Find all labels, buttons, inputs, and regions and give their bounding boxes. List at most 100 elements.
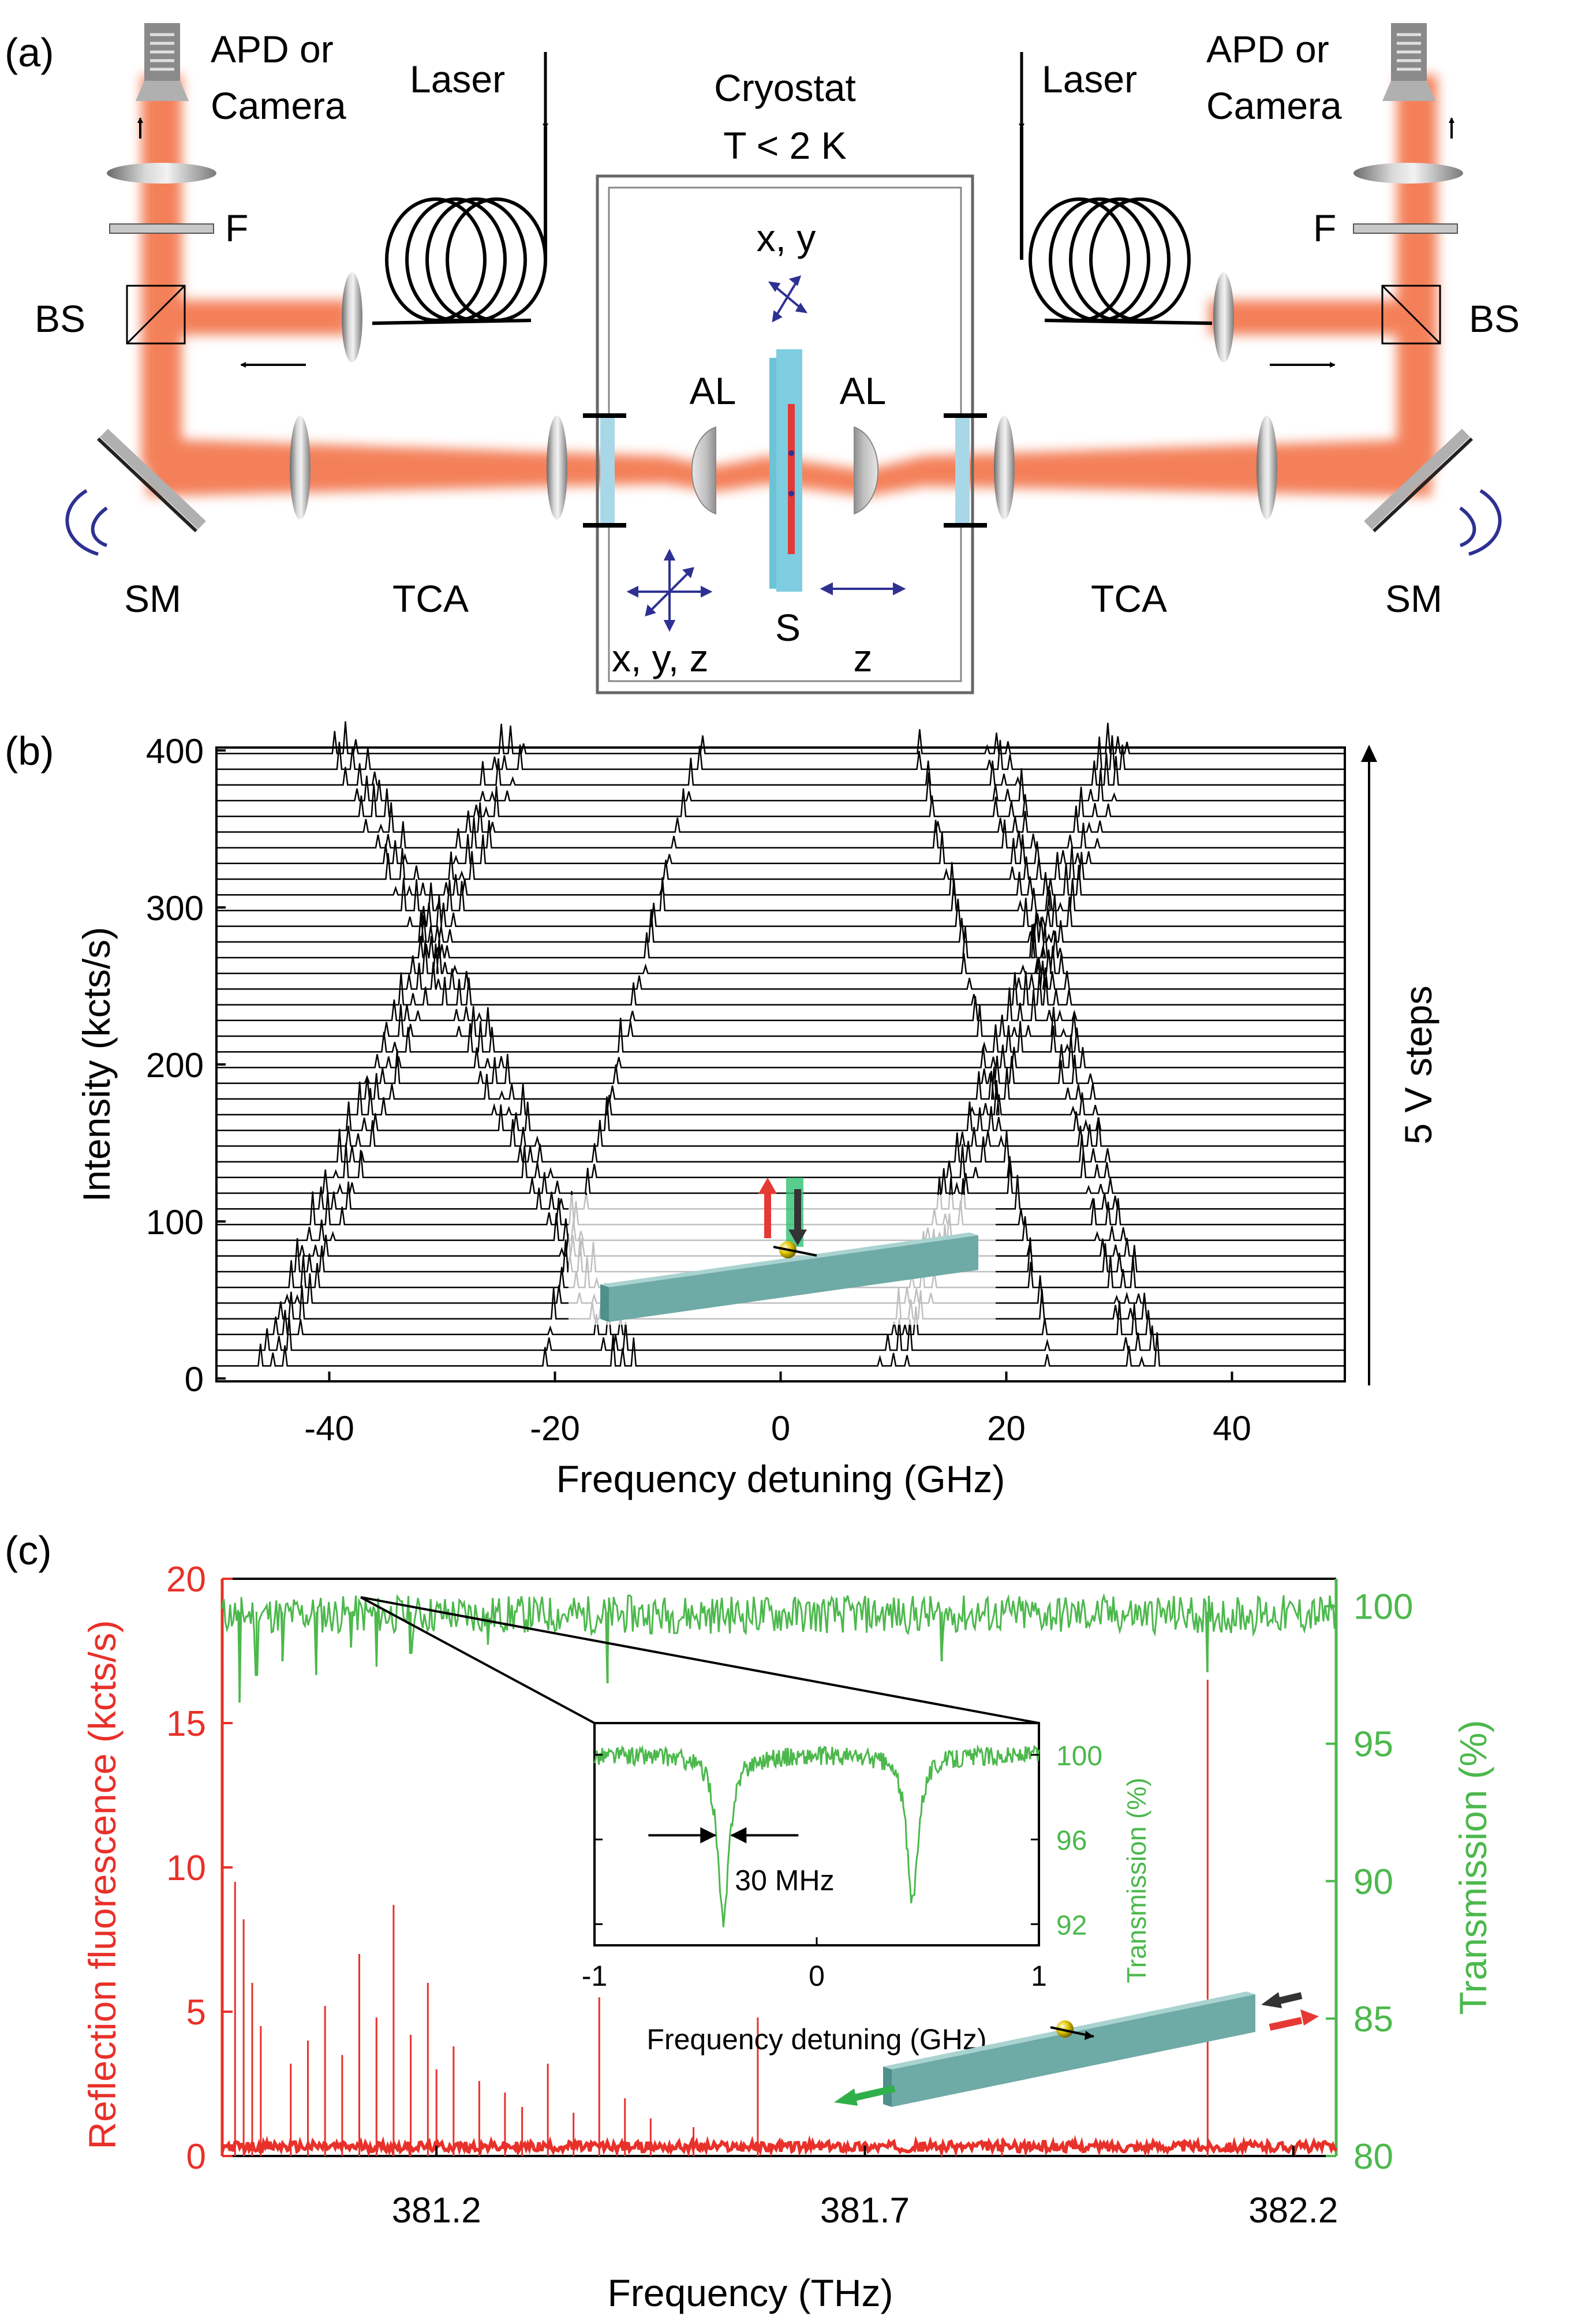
panel-a-setup: (a) APD or Camera F BS bbox=[5, 23, 1520, 694]
spectrum-trace bbox=[216, 940, 1345, 974]
spectrum-trace bbox=[216, 846, 1345, 880]
stage-xy-arrows-icon bbox=[768, 275, 808, 323]
panel-c-left-tick-label: 5 bbox=[186, 1993, 206, 2032]
inset-x-tick-label: 1 bbox=[1031, 1960, 1047, 1992]
panel-c-left-tick-label: 20 bbox=[166, 1560, 206, 1600]
right-detector-label-1: APD or bbox=[1206, 28, 1329, 70]
right-tca-label: TCA bbox=[1091, 577, 1167, 620]
spectrum-trace bbox=[216, 894, 1345, 927]
stage-xyz-arrows-icon bbox=[626, 548, 713, 632]
voltage-step-label: 5 V steps bbox=[1397, 985, 1439, 1144]
inset-y-axis-label: Transmission (%) bbox=[1121, 1777, 1151, 1983]
spectrum-trace bbox=[216, 877, 1345, 911]
spectrum-trace bbox=[216, 1143, 1345, 1179]
panel-b-axes: Intensity (kcts/s) Frequency detuning (GH… bbox=[75, 732, 1251, 1500]
inset-y-tick-label: 96 bbox=[1056, 1826, 1087, 1856]
right-coupling-lens bbox=[1213, 272, 1234, 363]
right-mirror-rotation-icon bbox=[1459, 489, 1502, 556]
spectrum-trace bbox=[216, 961, 1345, 990]
left-detector-label-1: APD or bbox=[211, 28, 334, 70]
sample-chip bbox=[769, 349, 802, 592]
panel-b-x-axis-label: Frequency detuning (GHz) bbox=[556, 1458, 1005, 1500]
spectrum-trace bbox=[216, 817, 1345, 849]
inset-zoom-line-left bbox=[360, 1596, 595, 1724]
panel-b-x-tick-label: 20 bbox=[987, 1409, 1026, 1448]
transmission-trace bbox=[221, 1593, 1337, 1703]
right-aspheric-lens bbox=[854, 426, 879, 515]
right-filter-label: F bbox=[1313, 207, 1336, 249]
inset-x-axis-label: Frequency detuning (GHz) bbox=[646, 2023, 986, 2056]
panel-c-left-tick-label: 15 bbox=[166, 1704, 206, 1744]
inset-y-tick-label: 92 bbox=[1056, 1910, 1087, 1941]
panel-b-x-tick-label: -20 bbox=[530, 1409, 580, 1448]
panel-b-x-tick-label: 0 bbox=[771, 1409, 790, 1448]
right-detector-icon bbox=[1382, 23, 1435, 101]
panel-b-waveguide-inset bbox=[569, 1178, 996, 1325]
spectrum-trace bbox=[216, 909, 1345, 943]
stage-z-arrow-icon bbox=[820, 582, 906, 596]
spectrum-trace bbox=[216, 1096, 1345, 1131]
right-bs-label: BS bbox=[1469, 297, 1520, 340]
fluorescence-noise-floor bbox=[220, 2135, 1338, 2159]
spectrum-trace bbox=[216, 862, 1345, 896]
stage-xy-label: x, y bbox=[757, 216, 816, 259]
spectrum-trace bbox=[216, 1316, 1345, 1351]
panel-c-x-tick-label: 381.7 bbox=[820, 2191, 910, 2230]
panel-b-x-tick-label: -40 bbox=[304, 1409, 354, 1448]
cryostat-window-right bbox=[944, 413, 987, 528]
spectrum-trace bbox=[216, 923, 1345, 959]
spectrum-trace bbox=[216, 987, 1345, 1022]
panel-b-y-tick-label: 300 bbox=[146, 889, 204, 928]
right-steering-mirror bbox=[1364, 428, 1470, 530]
panel-c-left-tick-label: 10 bbox=[166, 1848, 206, 1888]
panel-b-y-tick-label: 0 bbox=[185, 1360, 204, 1399]
panel-c-right-tick-label: 100 bbox=[1353, 1587, 1413, 1627]
panel-b-y-tick-label: 400 bbox=[146, 732, 204, 771]
panel-c-right-tick-label: 90 bbox=[1353, 1862, 1393, 1902]
panel-c-label: (c) bbox=[5, 1528, 52, 1573]
panel-b-y-axis-label: Intensity (kcts/s) bbox=[75, 927, 118, 1202]
right-al-label: AL bbox=[840, 369, 887, 412]
spectrum-trace bbox=[216, 1080, 1345, 1116]
left-tca-label: TCA bbox=[392, 577, 469, 620]
spectrum-trace bbox=[216, 832, 1345, 865]
left-laser-label: Laser bbox=[410, 58, 505, 100]
left-aspheric-lens bbox=[691, 426, 716, 515]
panel-b-y-tick-label: 100 bbox=[146, 1203, 204, 1242]
cryostat-label-1: Cryostat bbox=[714, 66, 856, 109]
panel-c-inset: 92 96 100 -1 0 1 Frequency detuning (GHz) Trans… bbox=[582, 1722, 1151, 2056]
spectrum-trace bbox=[216, 1066, 1345, 1100]
inset-x-tick-label: -1 bbox=[582, 1960, 607, 1992]
cryostat-window-left bbox=[583, 413, 626, 528]
stage-z-label: z bbox=[854, 637, 873, 679]
right-tca-lens-1 bbox=[994, 416, 1015, 520]
left-mirror-rotation-icon bbox=[65, 489, 108, 556]
left-detector-icon bbox=[136, 23, 189, 101]
spectrum-trace bbox=[216, 783, 1345, 817]
left-bs-label: BS bbox=[35, 297, 85, 340]
spectrum-trace bbox=[216, 1117, 1345, 1147]
panel-c-broadband: (c) Reflection fluorescence (kcts/s) Tran… bbox=[5, 1528, 1494, 2314]
right-laser-label: Laser bbox=[1042, 58, 1137, 100]
panel-c-waveguide-icon bbox=[834, 1992, 1319, 2107]
right-filter bbox=[1353, 223, 1458, 234]
left-detector-lens bbox=[107, 163, 216, 184]
left-detector-label-2: Camera bbox=[211, 84, 346, 127]
spectrum-trace bbox=[216, 802, 1345, 833]
spectrum-trace bbox=[216, 1332, 1345, 1367]
left-steering-mirror bbox=[100, 428, 206, 530]
spectrum-trace bbox=[216, 1034, 1345, 1068]
spectrum-trace bbox=[216, 1049, 1345, 1084]
linewidth-label: 30 MHz bbox=[735, 1864, 834, 1896]
right-detector-label-2: Camera bbox=[1206, 84, 1342, 127]
panel-b-y-tick-label: 200 bbox=[146, 1046, 204, 1085]
right-beamsplitter bbox=[1381, 285, 1441, 345]
panel-c-left-axis-label: Reflection fluorescence (kcts/s) bbox=[81, 1620, 124, 2149]
left-tca-lens-1 bbox=[290, 416, 311, 520]
spectrum-trace bbox=[216, 1018, 1345, 1053]
right-tca-lens-2 bbox=[1257, 416, 1277, 520]
inset-y-tick-label: 100 bbox=[1056, 1741, 1102, 1772]
spectrum-trace bbox=[216, 1301, 1345, 1336]
panel-c-axes: Reflection fluorescence (kcts/s) Transmis… bbox=[81, 1560, 1494, 2314]
